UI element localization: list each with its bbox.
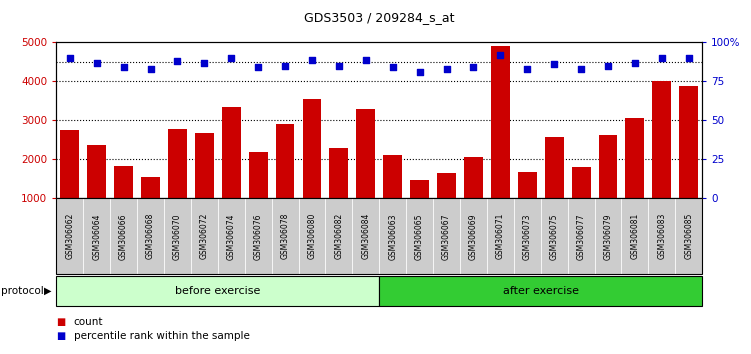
Bar bbox=[249, 152, 267, 237]
Text: GSM306075: GSM306075 bbox=[550, 213, 559, 259]
Text: GSM306072: GSM306072 bbox=[200, 213, 209, 259]
Bar bbox=[195, 133, 214, 237]
Text: GSM306062: GSM306062 bbox=[65, 213, 74, 259]
Point bbox=[548, 62, 560, 67]
Text: GSM306082: GSM306082 bbox=[334, 213, 343, 259]
Text: GSM306069: GSM306069 bbox=[469, 213, 478, 259]
Point bbox=[521, 66, 533, 72]
Bar bbox=[437, 173, 456, 237]
Text: before exercise: before exercise bbox=[175, 286, 261, 296]
Point bbox=[306, 57, 318, 62]
Point bbox=[198, 60, 210, 65]
Point bbox=[656, 55, 668, 61]
Point bbox=[360, 57, 372, 62]
Bar bbox=[276, 124, 294, 237]
Text: GSM306076: GSM306076 bbox=[254, 213, 263, 259]
Text: GSM306063: GSM306063 bbox=[388, 213, 397, 259]
Point bbox=[252, 64, 264, 70]
Text: ■: ■ bbox=[56, 331, 65, 341]
Bar bbox=[141, 177, 160, 237]
Bar bbox=[572, 167, 590, 237]
Text: after exercise: after exercise bbox=[502, 286, 579, 296]
Point bbox=[144, 66, 156, 72]
Point bbox=[118, 64, 130, 70]
Point bbox=[387, 64, 399, 70]
Text: GSM306077: GSM306077 bbox=[577, 213, 586, 259]
Bar bbox=[357, 109, 376, 237]
Point bbox=[575, 66, 587, 72]
Bar bbox=[544, 137, 563, 237]
Bar bbox=[303, 99, 321, 237]
Bar bbox=[518, 172, 537, 237]
Text: GSM306073: GSM306073 bbox=[523, 213, 532, 259]
Bar bbox=[410, 179, 429, 237]
Text: GSM306080: GSM306080 bbox=[307, 213, 316, 259]
Point bbox=[414, 69, 426, 75]
Text: GSM306084: GSM306084 bbox=[361, 213, 370, 259]
Point bbox=[225, 55, 237, 61]
Point bbox=[683, 55, 695, 61]
Text: percentile rank within the sample: percentile rank within the sample bbox=[74, 331, 249, 341]
Point bbox=[333, 63, 345, 69]
Text: GSM306078: GSM306078 bbox=[281, 213, 290, 259]
Bar bbox=[680, 86, 698, 237]
Bar bbox=[87, 144, 106, 237]
Point bbox=[279, 63, 291, 69]
Bar bbox=[330, 148, 348, 237]
Point bbox=[602, 63, 614, 69]
Text: GSM306066: GSM306066 bbox=[119, 213, 128, 259]
Bar bbox=[653, 81, 671, 237]
Bar bbox=[464, 157, 483, 237]
Point bbox=[441, 66, 453, 72]
Bar bbox=[599, 135, 617, 237]
Text: GSM306079: GSM306079 bbox=[604, 213, 613, 259]
Text: GSM306064: GSM306064 bbox=[92, 213, 101, 259]
Text: GSM306070: GSM306070 bbox=[173, 213, 182, 259]
Text: GSM306074: GSM306074 bbox=[227, 213, 236, 259]
Text: ▶: ▶ bbox=[44, 286, 51, 296]
Bar bbox=[626, 118, 644, 237]
Text: GSM306085: GSM306085 bbox=[684, 213, 693, 259]
Point bbox=[494, 52, 506, 58]
Point bbox=[91, 60, 103, 65]
Bar bbox=[383, 155, 402, 237]
Bar bbox=[168, 129, 187, 237]
Point bbox=[64, 55, 76, 61]
Text: GSM306067: GSM306067 bbox=[442, 213, 451, 259]
Point bbox=[467, 64, 479, 70]
Text: GDS3503 / 209284_s_at: GDS3503 / 209284_s_at bbox=[304, 11, 454, 24]
Text: ■: ■ bbox=[56, 317, 65, 327]
Text: GSM306065: GSM306065 bbox=[415, 213, 424, 259]
Text: GSM306071: GSM306071 bbox=[496, 213, 505, 259]
Bar bbox=[60, 130, 79, 237]
Text: GSM306083: GSM306083 bbox=[657, 213, 666, 259]
Bar bbox=[114, 166, 133, 237]
Point bbox=[629, 60, 641, 65]
Text: GSM306081: GSM306081 bbox=[630, 213, 639, 259]
Bar bbox=[222, 107, 240, 237]
Text: GSM306068: GSM306068 bbox=[146, 213, 155, 259]
Text: count: count bbox=[74, 317, 103, 327]
Point bbox=[171, 58, 183, 64]
Bar bbox=[491, 46, 510, 237]
Text: protocol: protocol bbox=[1, 286, 44, 296]
